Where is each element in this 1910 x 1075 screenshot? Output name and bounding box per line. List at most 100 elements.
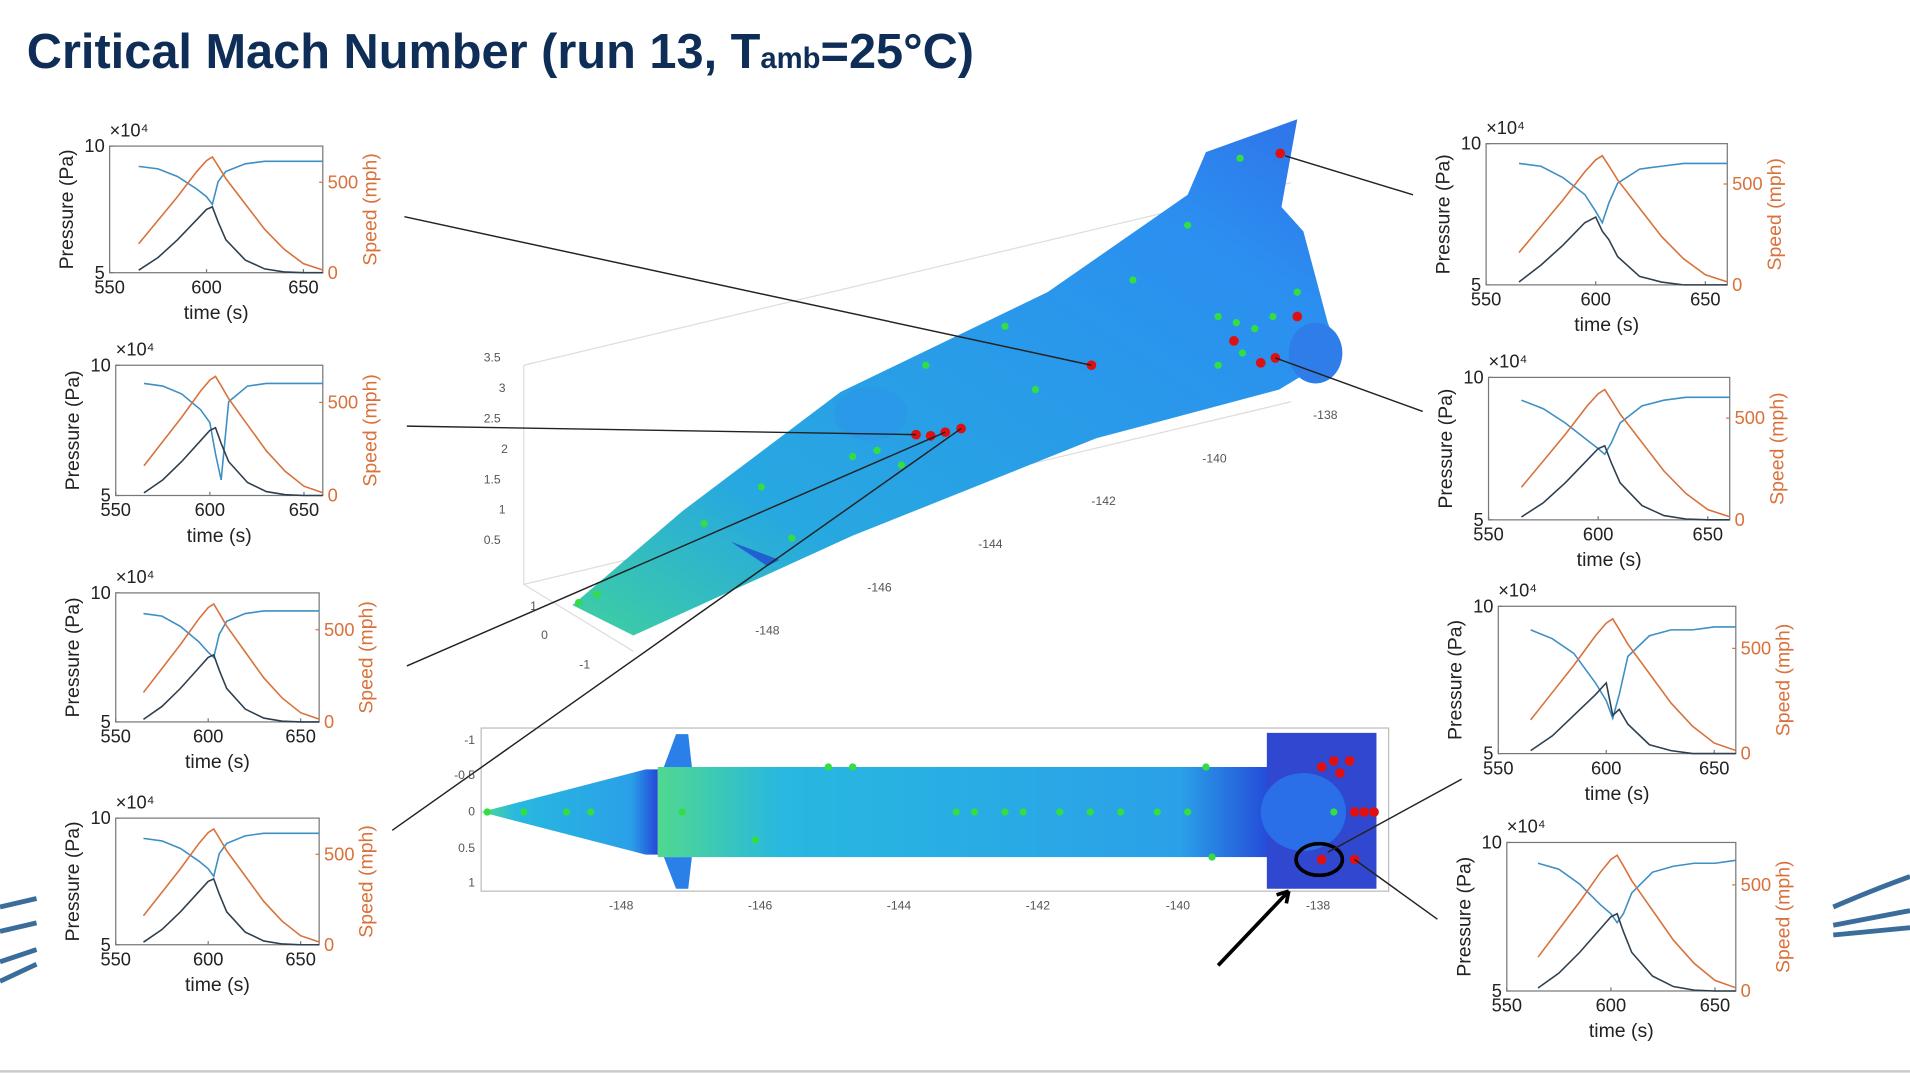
x-axis-label: time (s) <box>1585 783 1650 805</box>
top-view <box>480 727 1390 967</box>
iso-view <box>523 119 1343 652</box>
iso-tick-label: -144 <box>978 537 1003 551</box>
slide-title: Critical Mach Number (run 13, Tamb=25°C) <box>27 25 974 79</box>
y2-tick-label: 0 <box>328 485 338 506</box>
iso-tick-label: 1.5 <box>484 472 501 486</box>
y-tick-label: 10 <box>91 354 111 375</box>
data-line <box>142 827 320 943</box>
y2-axis-label: Speed (mph) <box>1772 860 1794 973</box>
y-scale-label: ×10⁴ <box>116 791 155 812</box>
y2-tick-label: 500 <box>324 843 354 864</box>
y-tick-label: 10 <box>1461 133 1481 154</box>
y2-tick-label: 500 <box>324 619 354 640</box>
x-axis-label: time (s) <box>185 751 250 773</box>
x-tick-label: 600 <box>1580 289 1610 310</box>
y-scale-label: ×10⁴ <box>1486 117 1525 138</box>
iso-tick-label: 2 <box>501 442 508 456</box>
data-line <box>138 205 323 274</box>
y-axis-label: Pressure (Pa) <box>62 821 84 941</box>
data-line <box>143 832 320 879</box>
iso-tick-label: -138 <box>1313 408 1338 422</box>
y2-axis-label: Speed (mph) <box>356 825 378 938</box>
x-tick-label: 650 <box>1700 995 1730 1016</box>
y-scale-label: ×10⁴ <box>116 338 155 359</box>
y2-tick-label: 500 <box>1741 874 1771 895</box>
iso-tick-label: -142 <box>1091 494 1116 508</box>
data-line <box>1518 154 1728 283</box>
y-scale-label: ×10⁴ <box>110 119 149 140</box>
sensor-dots <box>574 154 1301 607</box>
title-text: =25°C) <box>821 25 975 79</box>
data-line <box>1530 681 1736 755</box>
iso-tick-label: -148 <box>755 623 780 637</box>
iso-tick-label: 3.5 <box>484 351 501 365</box>
y2-tick-label: 500 <box>1735 407 1765 428</box>
arrow <box>1216 889 1291 967</box>
x-tick-label: 600 <box>193 948 223 969</box>
y2-tick-label: 500 <box>328 392 358 413</box>
data-line <box>1530 617 1737 752</box>
data-line <box>143 877 320 946</box>
top-tick-label: -146 <box>748 898 773 912</box>
x-tick-label: 600 <box>195 499 225 520</box>
x-tick-label: 550 <box>1473 524 1503 545</box>
y2-axis-label: Speed (mph) <box>356 601 378 714</box>
y-tick-label: 10 <box>1473 595 1493 616</box>
decor-curve <box>0 896 38 984</box>
data-line <box>1521 396 1730 456</box>
data-line <box>138 160 323 207</box>
vehicle-body <box>657 766 1273 858</box>
x-tick-label: 600 <box>191 276 221 297</box>
vehicle-rear <box>1260 773 1347 851</box>
y-tick-label: 5 <box>1474 509 1484 530</box>
y2-tick-label: 0 <box>1732 274 1742 295</box>
y-tick-label: 5 <box>101 934 111 955</box>
y-tick-label: 10 <box>84 135 104 156</box>
top-tick-label: -148 <box>609 898 634 912</box>
x-axis-label: time (s) <box>1574 314 1639 336</box>
y-axis-label: Pressure (Pa) <box>1453 857 1475 977</box>
data-line <box>143 653 320 723</box>
x-axis-label: time (s) <box>1589 1020 1654 1042</box>
x-tick-label: 550 <box>100 499 130 520</box>
y-tick-label: 10 <box>91 582 111 603</box>
y2-axis-label: Speed (mph) <box>359 374 381 487</box>
x-tick-label: 650 <box>1690 289 1720 310</box>
data-line <box>143 375 324 494</box>
iso-tick-label: 1 <box>499 503 506 517</box>
x-tick-label: 600 <box>1596 995 1626 1016</box>
top-tick-label: -142 <box>1026 898 1051 912</box>
x-tick-label: 600 <box>1591 757 1621 778</box>
top-tick-label: -144 <box>887 898 912 912</box>
vehicle-part <box>730 541 780 567</box>
data-line <box>1518 162 1728 225</box>
iso-tick-label: 2.5 <box>484 411 501 425</box>
x-axis-label: time (s) <box>187 525 252 547</box>
y-axis-label: Pressure (Pa) <box>1433 154 1455 274</box>
y2-tick-label: 500 <box>1732 173 1762 194</box>
y2-axis-label: Speed (mph) <box>1772 624 1794 737</box>
data-line <box>1530 626 1736 721</box>
y-tick-label: 5 <box>1483 743 1493 764</box>
top-tick-label: 1 <box>468 875 475 889</box>
vehicle-3d <box>572 119 1340 636</box>
x-tick-label: 550 <box>100 948 130 969</box>
x-tick-label: 650 <box>289 499 319 520</box>
y-tick-label: 10 <box>91 807 111 828</box>
data-line <box>1520 444 1730 521</box>
y-axis-label: Pressure (Pa) <box>1445 620 1467 740</box>
x-axis-label: time (s) <box>184 302 249 324</box>
title-text: Critical Mach Number (run 13, T <box>27 25 761 79</box>
y-tick-label: 5 <box>101 485 111 506</box>
y2-tick-label: 0 <box>324 711 334 732</box>
leader-line <box>391 155 1463 920</box>
iso-tick-label: -1 <box>579 657 590 671</box>
x-tick-label: 550 <box>1471 289 1501 310</box>
top-tick-label: -1 <box>464 733 475 747</box>
y-tick-label: 5 <box>95 262 105 283</box>
y-tick-label: 10 <box>1463 366 1483 387</box>
x-tick-label: 650 <box>285 726 315 747</box>
data-line <box>1537 854 1737 989</box>
x-tick-label: 650 <box>288 276 318 297</box>
